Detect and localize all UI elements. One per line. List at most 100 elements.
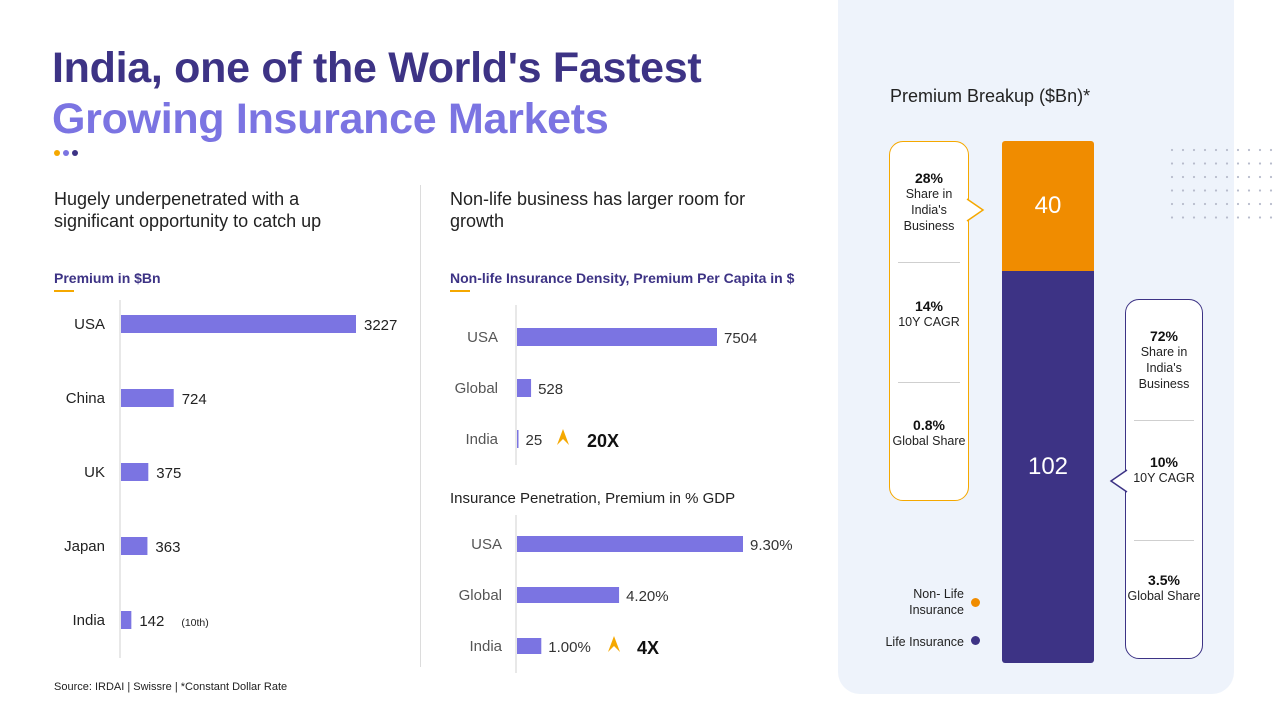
value-label: 4.20%	[626, 588, 669, 605]
grid-dot	[1214, 202, 1218, 206]
category-label: China	[66, 390, 106, 407]
grid-dot	[1214, 162, 1218, 165]
category-label: India	[72, 612, 105, 629]
column-divider	[420, 185, 421, 667]
grid-dot	[1214, 148, 1218, 152]
grid-dot	[1203, 175, 1207, 179]
category-label: USA	[467, 329, 498, 346]
callout-divider	[1134, 540, 1194, 541]
multiplier-annotation: 4X	[637, 638, 659, 658]
grid-dot	[1203, 216, 1207, 219]
nonlife-share-metric: 28% Share in India's Business	[903, 170, 955, 233]
grid-dot	[1192, 216, 1196, 219]
left-subheading: Hugely underpenetrated with a significan…	[54, 189, 322, 231]
grid-dot	[1247, 162, 1251, 165]
grid-dot	[1258, 216, 1262, 219]
value-label: 7504	[724, 330, 757, 347]
penetration-chart: USA 9.30% Global 4.20% India 1.00% 4X	[459, 515, 793, 673]
premium-chart: USA 3227 China 724 UK 375 Japan 363 India 142 (10t…	[64, 300, 397, 658]
grid-dot	[1181, 202, 1185, 206]
legend-nonlife-label: Non- Life Insurance	[909, 587, 964, 617]
source-note: Source: IRDAI | Swissre | *Constant Doll…	[54, 681, 288, 693]
grid-dot	[1247, 202, 1251, 206]
grid-dot	[1181, 162, 1185, 165]
legend-nonlife-dot	[971, 598, 980, 607]
life-share-metric: 72% Share in India's Business	[1138, 328, 1190, 391]
grid-dot	[1236, 216, 1240, 219]
grid-dot	[1247, 175, 1251, 179]
callout-divider	[898, 382, 960, 383]
bar	[121, 611, 132, 629]
nonlife-cagr-metric: 14% 10Y CAGR	[898, 298, 960, 329]
middle-subheading: Non-life business has larger room for gr…	[450, 189, 746, 231]
grid-dot	[1269, 216, 1273, 219]
grid-dot	[1203, 148, 1207, 152]
bar	[517, 638, 542, 654]
callout-divider	[1134, 420, 1194, 421]
grid-dot	[1236, 175, 1240, 179]
value-label: 25	[526, 432, 543, 449]
grid-dot	[1225, 148, 1229, 152]
value-label: 363	[155, 539, 180, 556]
decorative-dot-grid	[1170, 148, 1273, 219]
category-label: Global	[459, 587, 502, 604]
grid-dot	[1170, 216, 1174, 219]
grid-dot	[1269, 162, 1273, 165]
grid-dot	[1170, 175, 1174, 179]
bar	[517, 430, 519, 448]
grid-dot	[1225, 162, 1229, 165]
life-callout-pointer	[1109, 469, 1128, 493]
category-label: Japan	[64, 538, 105, 555]
grid-dot	[1203, 202, 1207, 206]
grid-dot	[1247, 216, 1251, 219]
bar	[121, 463, 149, 481]
grid-dot	[1269, 202, 1273, 206]
sparkle-icon	[608, 636, 620, 652]
bar	[121, 537, 148, 555]
grid-dot	[1258, 148, 1262, 152]
density-chart: USA 7504 Global 528 India 25 20X	[455, 305, 757, 465]
grid-dot	[1236, 202, 1240, 206]
bar	[517, 379, 532, 397]
bar	[517, 536, 743, 552]
grid-dot	[1192, 202, 1196, 206]
value-label: 375	[156, 465, 181, 482]
grid-dot	[1181, 148, 1185, 152]
premium-chart-title: Premium in $Bn	[54, 270, 161, 286]
grid-dot	[1214, 189, 1218, 192]
value-label: 3227	[364, 317, 397, 334]
value-label: 9.30%	[750, 537, 793, 554]
penetration-chart-title: Insurance Penetration, Premium in % GDP	[450, 490, 736, 507]
grid-dot	[1236, 189, 1240, 192]
premium-title-underline	[54, 290, 74, 292]
grid-dot	[1192, 162, 1196, 165]
grid-dot	[1225, 202, 1229, 206]
grid-dot	[1269, 189, 1273, 192]
value-label: 142	[139, 613, 164, 630]
decorative-dot-orange	[54, 150, 60, 156]
category-label: UK	[84, 464, 105, 481]
grid-dot	[1203, 162, 1207, 165]
page-title-line-1: India, one of the World's Fastest	[52, 44, 702, 92]
life-global-metric: 3.5% Global Share	[1127, 572, 1201, 603]
value-label: 724	[182, 391, 207, 408]
grid-dot	[1236, 162, 1240, 165]
density-chart-title: Non-life Insurance Density, Premium Per …	[450, 270, 795, 286]
bar	[517, 328, 717, 346]
grid-dot	[1170, 202, 1174, 206]
grid-dot	[1192, 148, 1196, 152]
multiplier-annotation: 20X	[587, 431, 619, 451]
nonlife-segment-value: 40	[1034, 192, 1062, 219]
page-title-line-2: Growing Insurance Markets	[52, 95, 609, 143]
life-cagr-metric: 10% 10Y CAGR	[1133, 454, 1195, 485]
category-label: India	[465, 431, 498, 448]
grid-dot	[1247, 148, 1251, 152]
grid-dot	[1247, 189, 1251, 192]
grid-dot	[1258, 175, 1262, 179]
premium-breakup-title: Premium Breakup ($Bn)*	[890, 86, 1091, 106]
grid-dot	[1269, 148, 1273, 152]
nonlife-callout: 28% Share in India's Business 14% 10Y CA…	[889, 141, 969, 501]
grid-dot	[1192, 175, 1196, 179]
nonlife-callout-pointer	[966, 198, 985, 222]
grid-dot	[1214, 175, 1218, 179]
